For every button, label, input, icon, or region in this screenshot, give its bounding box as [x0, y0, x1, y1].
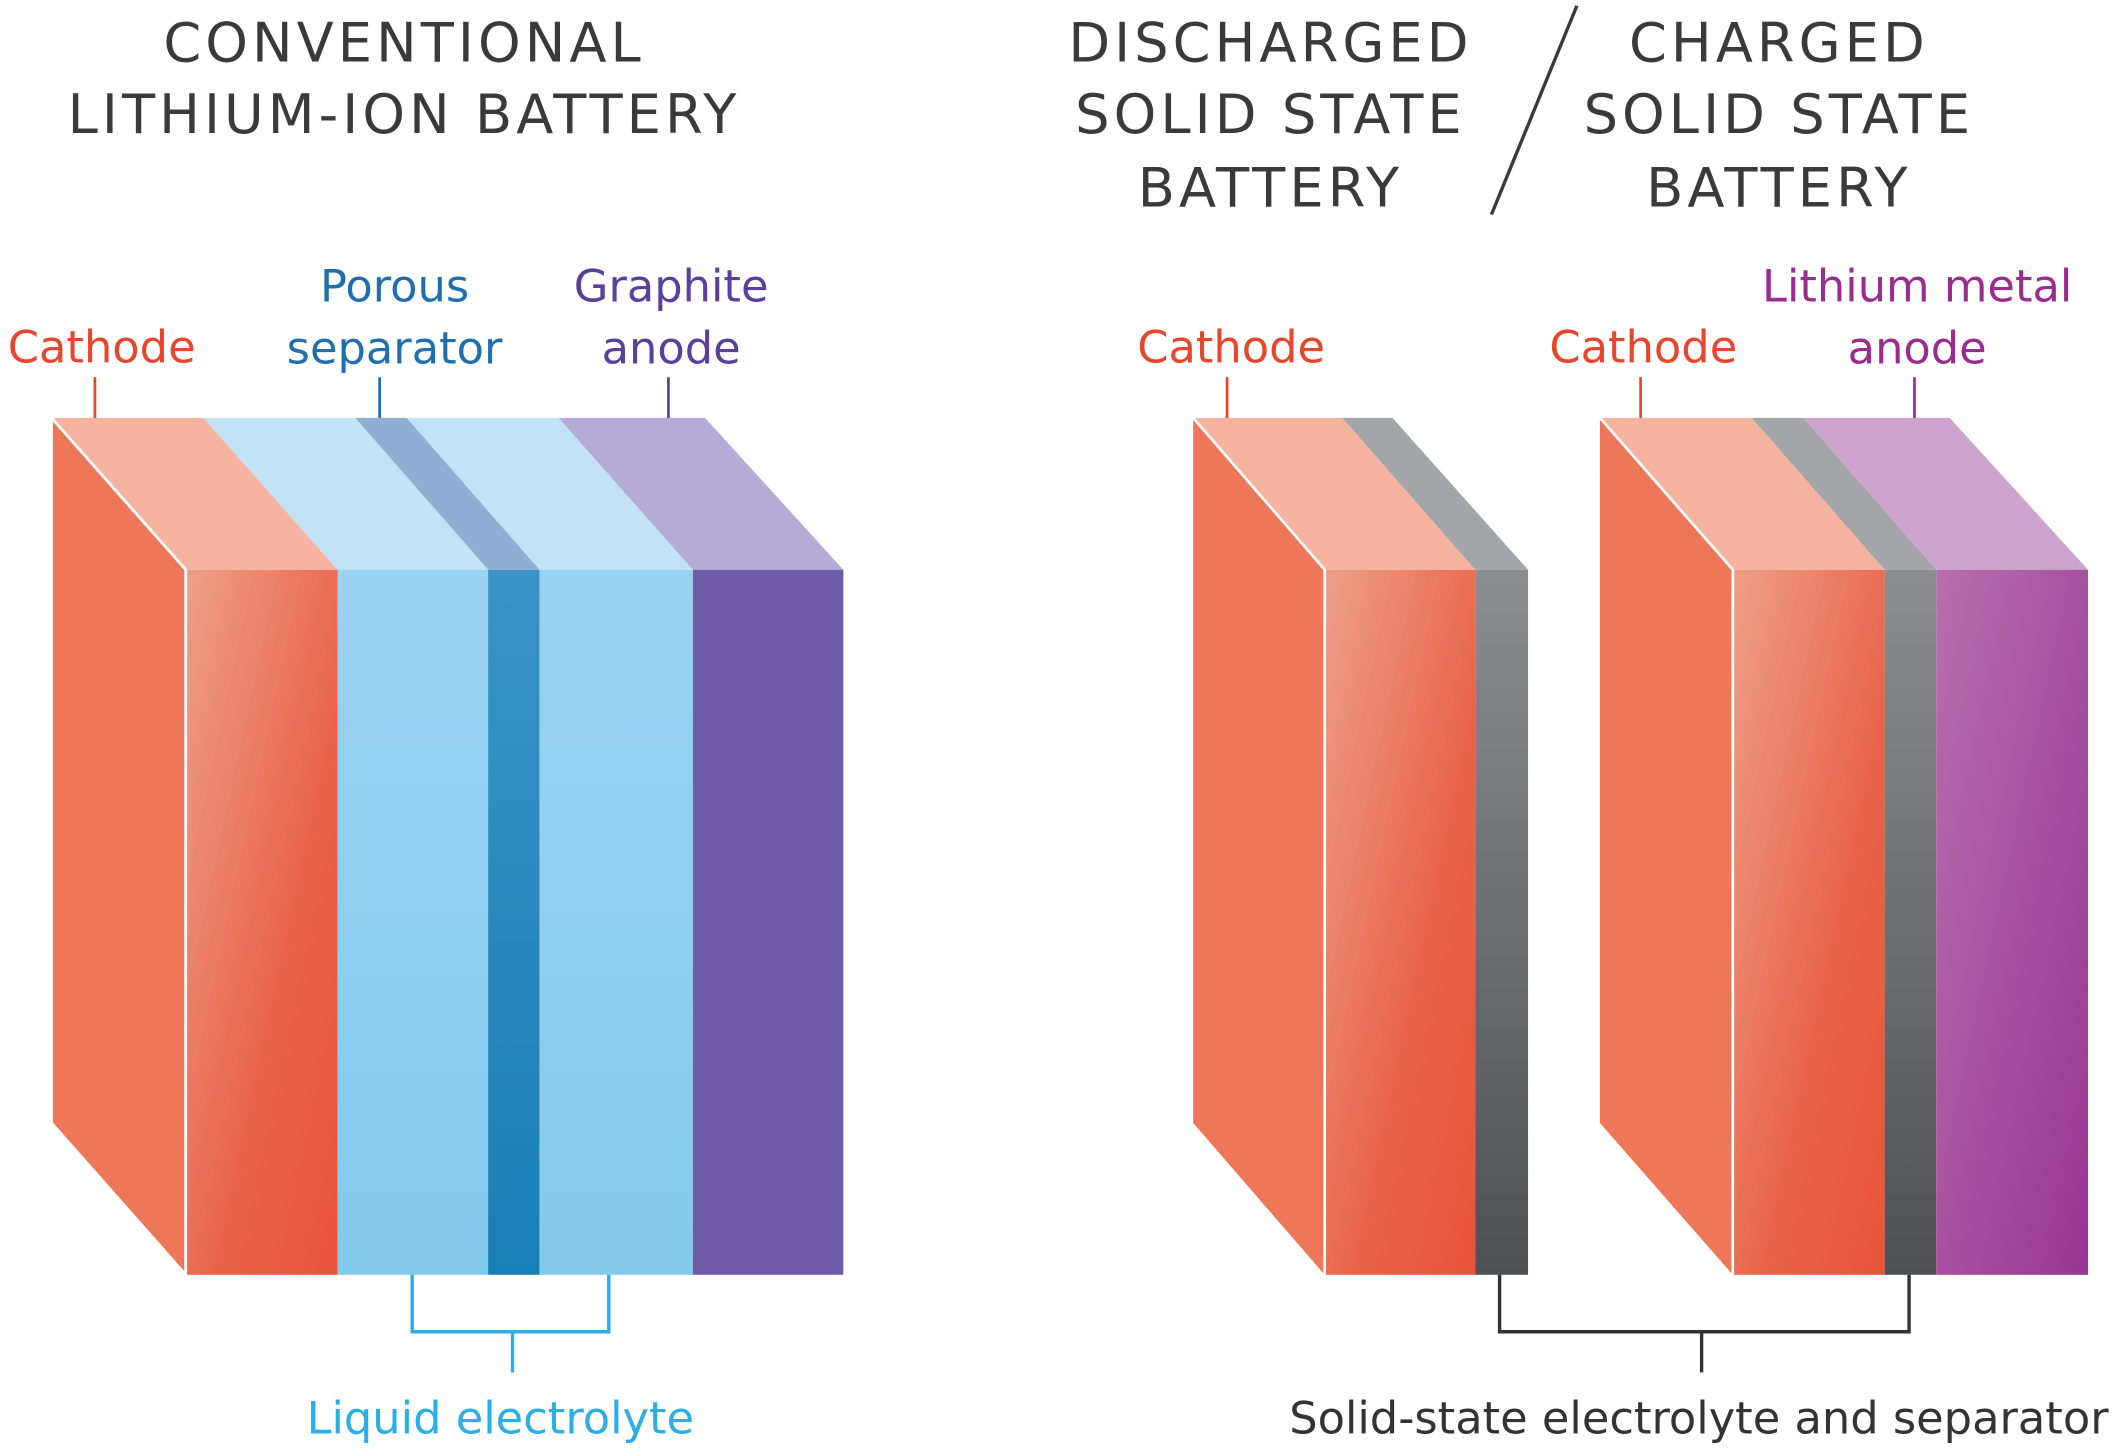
cathode-side-face: [1599, 417, 1733, 1275]
discharged-solid-state-battery: [1192, 417, 1529, 1275]
discharged-title-line1: DISCHARGED: [1068, 11, 1472, 74]
electrolyte-front: [337, 569, 489, 1275]
cathode-top-face: [1193, 417, 1476, 570]
separator-label-line1: Porous: [320, 259, 469, 312]
cathode-label: Cathode: [8, 320, 196, 373]
solid-electrolyte-top-face: [1751, 417, 1937, 570]
lithium-anode-front: [1936, 569, 2089, 1275]
solid-electrolyte-front: [1884, 569, 1937, 1275]
cathode-front: [1732, 569, 1885, 1275]
anode-label-line1: Graphite: [574, 259, 769, 312]
separator-front: [488, 569, 540, 1275]
conventional-battery: [50, 414, 844, 1279]
electrolyte-top-face: [203, 417, 489, 570]
solid-electrolyte-top-face: [1342, 417, 1529, 570]
cathode-top-face: [1599, 417, 1885, 570]
discharged-title-line2: SOLID STATE: [1075, 83, 1466, 146]
charged-title-line1: CHARGED: [1629, 11, 1929, 74]
discharged-title-line3: BATTERY: [1138, 156, 1403, 219]
separator-top-face: [355, 417, 540, 570]
charged-title-line3: BATTERY: [1646, 156, 1911, 219]
anode-top-face: [558, 417, 844, 570]
charged-title-line2: SOLID STATE: [1584, 83, 1975, 146]
cathode-side-face: [1193, 417, 1325, 1275]
conventional-title-line1: CONVENTIONAL: [163, 11, 644, 74]
cathode-front: [1324, 569, 1476, 1275]
charged-cathode-label: Cathode: [1549, 320, 1737, 373]
anode-front: [692, 569, 844, 1275]
lithium-anode-label-line2: anode: [1848, 322, 1987, 375]
cathode-front: [185, 569, 338, 1275]
lithium-anode-label-line1: Lithium metal: [1762, 259, 2072, 312]
electrolyte-bracket: [410, 1274, 611, 1334]
solid-electrolyte-bracket: [1497, 1274, 1911, 1334]
conventional-title-line2: LITHIUM-ION BATTERY: [68, 83, 741, 146]
discharged-cathode-label: Cathode: [1137, 320, 1325, 373]
solid-electrolyte-front: [1475, 569, 1529, 1275]
lithium-anode-top-face: [1803, 417, 2089, 570]
charged-solid-state-battery: [1598, 417, 2089, 1275]
electrolyte-front: [539, 569, 693, 1275]
separator-label-line2: separator: [287, 322, 503, 375]
solid-electrolyte-label: Solid-state electrolyte and separator: [1289, 1391, 2109, 1444]
title-slash-divider: [1489, 5, 1579, 216]
electrolyte-top-face: [406, 417, 693, 570]
cathode-top-face: [51, 417, 338, 570]
anode-label-line2: anode: [602, 322, 741, 375]
electrolyte-label: Liquid electrolyte: [307, 1391, 694, 1444]
